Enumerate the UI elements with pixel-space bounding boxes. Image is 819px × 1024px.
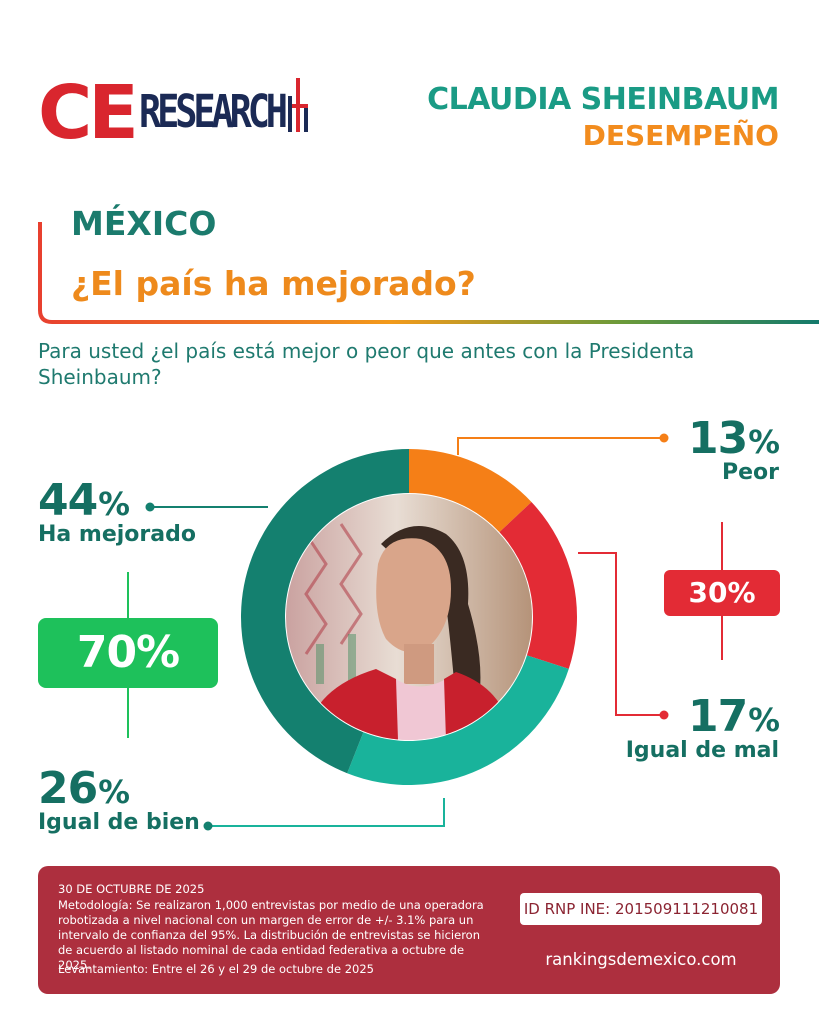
label-igual-de-mal: Igual de mal bbox=[625, 738, 779, 763]
question-title: ¿El país ha mejorado? bbox=[71, 264, 476, 303]
logo-research-text: RESEARCH bbox=[138, 85, 288, 138]
group-positive-badge: 70% bbox=[38, 618, 218, 688]
donut-chart bbox=[240, 449, 577, 785]
portrait-photo bbox=[286, 494, 532, 740]
connector-dot-ha-mejorado bbox=[145, 502, 155, 512]
footer-panel bbox=[38, 866, 780, 994]
ce-research-logo: CE RESEARCH bbox=[38, 70, 316, 156]
pct-ha-mejorado: 44% bbox=[38, 475, 130, 526]
pct-peor: 13% bbox=[688, 413, 780, 464]
footer-fieldwork: Levantamiento: Entre el 26 y el 29 de oc… bbox=[58, 962, 374, 976]
connector-igual-mal bbox=[578, 552, 660, 716]
donut-slice-igual-de-bien bbox=[347, 655, 569, 785]
label-igual-de-bien: Igual de bien bbox=[38, 810, 200, 835]
website-link[interactable]: rankingsdemexico.com bbox=[545, 950, 737, 969]
group-negative-badge: 30% bbox=[664, 570, 780, 616]
question-text: Para usted ¿el país está mejor o peor qu… bbox=[38, 339, 695, 389]
region-title: MÉXICO bbox=[71, 204, 217, 243]
logo-ce-text: CE bbox=[38, 70, 139, 156]
connector-dot-igual-mal bbox=[659, 710, 669, 720]
header-subtitle: DESEMPEÑO bbox=[582, 119, 779, 152]
pct-igual-de-bien: 26% bbox=[38, 763, 130, 814]
footer-date: 30 DE OCTUBRE DE 2025 bbox=[58, 882, 205, 896]
pct-igual-de-mal: 17% bbox=[688, 691, 780, 742]
footer-methodology: Metodología: Se realizaron 1,000 entrevi… bbox=[58, 898, 484, 972]
section-frame bbox=[38, 222, 819, 324]
connector-dot-igual-bien bbox=[203, 821, 213, 831]
rnp-id-badge: ID RNP INE: 201509111210081 bbox=[520, 893, 762, 925]
label-ha-mejorado: Ha mejorado bbox=[38, 522, 196, 547]
header-title: CLAUDIA SHEINBAUM bbox=[427, 82, 779, 117]
label-peor: Peor bbox=[721, 460, 779, 485]
donut-slice-ha-mejorado bbox=[240, 449, 409, 774]
logo-chart-mark-icon bbox=[288, 78, 308, 132]
donut-slice-peor bbox=[409, 449, 532, 533]
donut-slice-igual-de-mal bbox=[499, 501, 577, 669]
connector-dot-peor bbox=[659, 433, 669, 443]
connector-igual-bien bbox=[212, 798, 445, 827]
